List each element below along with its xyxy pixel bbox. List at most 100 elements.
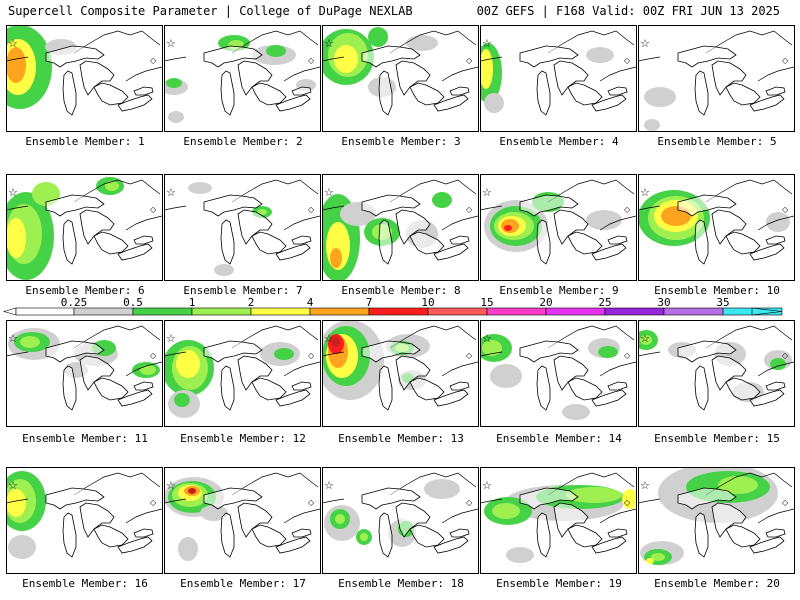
coastline — [480, 179, 637, 231]
coastline — [638, 472, 795, 524]
city-diamond-icon: ◇ — [624, 56, 631, 65]
panel-border — [638, 25, 795, 132]
city-diamond-icon: ◇ — [150, 205, 157, 214]
member-label: Ensemble Member: 4 — [499, 135, 619, 148]
great-lake-outline — [45, 194, 105, 217]
great-lake-outline — [553, 502, 589, 538]
colorbar-tick-label: 35 — [716, 296, 729, 309]
great-lake-outline — [220, 219, 235, 265]
great-lake-outline — [220, 512, 235, 558]
colorbar-tick-label: 0.25 — [61, 296, 88, 309]
city-star-icon: ☆ — [166, 37, 176, 50]
great-lake-outline — [725, 82, 761, 106]
ensemble-member-panel: ☆ ◇ — [322, 25, 479, 132]
great-lake-outline — [749, 536, 785, 554]
great-lake-outline — [117, 389, 153, 407]
scp-contour-fill — [266, 45, 286, 57]
great-lake-outline — [361, 340, 421, 363]
coastline — [6, 179, 163, 231]
colorbar-tick-label: 0.5 — [123, 296, 143, 309]
ensemble-member-panel: ☆ ◇ — [164, 467, 321, 574]
great-lake-outline — [133, 528, 154, 538]
member-label: Ensemble Member: 17 — [180, 577, 306, 590]
great-lake-outline — [93, 231, 129, 255]
panel-border — [638, 467, 795, 574]
city-star-icon: ☆ — [482, 332, 492, 345]
city-diamond-icon: ◇ — [466, 498, 473, 507]
scp-contour-fill — [432, 192, 452, 208]
member-label: Ensemble Member: 11 — [22, 432, 148, 445]
great-lake-outline — [519, 194, 579, 217]
member-label: Ensemble Member: 6 — [25, 284, 145, 297]
scp-contour-fill — [651, 553, 665, 561]
great-lake-outline — [133, 381, 154, 391]
great-lake-outline — [536, 512, 551, 558]
great-lake-outline — [607, 86, 628, 96]
scp-contour-fill — [332, 337, 340, 347]
scp-contour-fill — [492, 503, 520, 519]
scp-contour-fill — [176, 350, 200, 378]
member-map: ☆◇ — [322, 25, 479, 132]
coastline — [164, 472, 321, 524]
colorbar-lower-arrow — [2, 307, 17, 316]
member-label: Ensemble Member: 19 — [496, 577, 622, 590]
city-diamond-icon: ◇ — [308, 56, 315, 65]
panel-border — [638, 320, 795, 427]
great-lake-outline — [62, 70, 77, 116]
panel-border — [6, 467, 163, 574]
ensemble-member-panel: ☆ ◇ — [480, 467, 637, 574]
coastline — [6, 30, 163, 82]
great-lake-outline — [519, 340, 579, 363]
great-lake-outline — [567, 377, 603, 401]
panel-border — [480, 174, 637, 281]
panel-border — [164, 320, 321, 427]
great-lake-outline — [725, 377, 761, 401]
scp-contour-fill — [640, 335, 652, 345]
scp-contour-fill — [506, 547, 534, 563]
colorbar-segment — [663, 307, 724, 316]
great-lake-outline — [409, 377, 445, 401]
coastline — [322, 30, 479, 82]
great-lake-outline — [117, 243, 153, 261]
member-map: ☆◇ — [164, 467, 321, 574]
great-lake-outline — [237, 209, 273, 245]
great-lake-outline — [677, 340, 737, 363]
panel-border — [322, 25, 479, 132]
scp-contour-fill — [105, 181, 119, 191]
panel-border — [480, 467, 637, 574]
great-lake-outline — [203, 45, 263, 68]
city-diamond-icon: ◇ — [308, 205, 315, 214]
member-map: ☆◇ — [164, 320, 321, 427]
great-lake-outline — [677, 194, 737, 217]
great-lake-outline — [711, 502, 747, 538]
great-lake-outline — [220, 70, 235, 116]
great-lake-outline — [93, 524, 129, 548]
scp-contour-fill — [770, 358, 786, 370]
great-lake-outline — [203, 194, 263, 217]
great-lake-outline — [378, 365, 393, 411]
great-lake-outline — [519, 487, 579, 510]
member-map: ☆◇ — [638, 467, 795, 574]
scp-contour-fill — [257, 209, 267, 215]
scp-contour-fill — [6, 489, 26, 517]
great-lake-outline — [361, 487, 421, 510]
scp-contour-fill — [562, 404, 590, 420]
great-lake-outline — [378, 512, 393, 558]
ensemble-member-panel: ☆ ◇ — [6, 174, 163, 281]
ensemble-member-panel: ☆ ◇ — [638, 320, 795, 427]
great-lake-outline — [711, 209, 747, 245]
great-lake-outline — [449, 235, 470, 245]
member-map: ☆◇ — [480, 25, 637, 132]
scp-contour-fill — [490, 364, 522, 388]
member-map: ☆◇ — [6, 25, 163, 132]
great-lake-outline — [79, 209, 115, 245]
member-map: ☆◇ — [6, 467, 163, 574]
member-label: Ensemble Member: 15 — [654, 432, 780, 445]
scp-contour-fill — [718, 476, 758, 494]
colorbar-segment — [191, 307, 252, 316]
member-map: ☆◇ — [164, 25, 321, 132]
great-lake-outline — [291, 235, 312, 245]
scp-contour-fill — [174, 393, 190, 407]
scp-contour-fill — [598, 346, 618, 358]
ensemble-member-panel: ☆ ◇ — [164, 174, 321, 281]
